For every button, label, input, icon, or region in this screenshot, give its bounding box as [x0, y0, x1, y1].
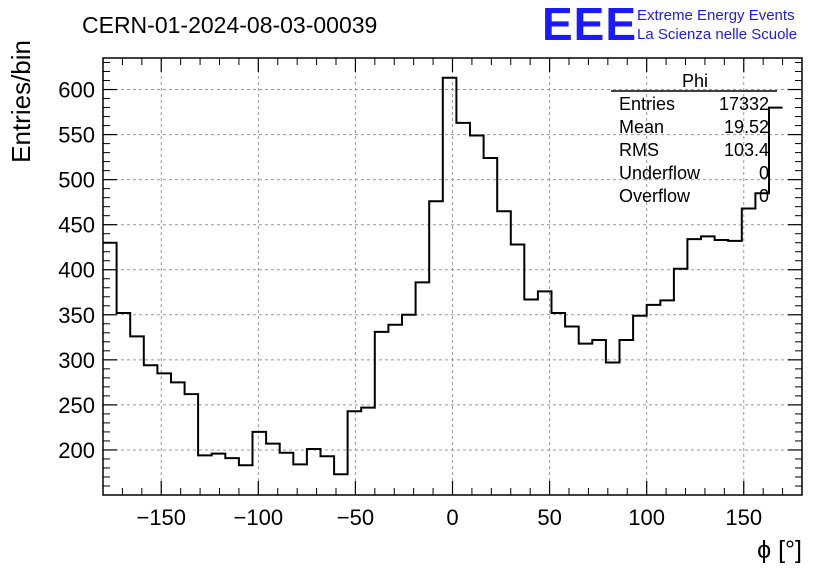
- eee-logo: EEE Extreme Energy Events La Scienza nel…: [542, 0, 797, 50]
- y-tick-label: 300: [58, 348, 95, 373]
- stats-row-label: Mean: [619, 117, 664, 137]
- stats-row-value: 103.4: [724, 140, 769, 160]
- x-tick-label: −50: [337, 505, 374, 530]
- x-axis-title: ϕ [°]: [757, 536, 802, 564]
- stats-row-label: Underflow: [619, 163, 701, 183]
- stats-row-label: Overflow: [619, 186, 691, 206]
- y-axis-title: Entries/bin: [6, 40, 36, 163]
- plot-frame: [102, 57, 803, 496]
- x-tick-label: 100: [628, 505, 665, 530]
- y-tick-label: 600: [58, 78, 95, 103]
- axis-ticks: [103, 58, 802, 495]
- stats-row-value: 19.52: [724, 117, 769, 137]
- y-tick-label: 400: [58, 258, 95, 283]
- eee-logo-mark: EEE: [542, 0, 637, 50]
- chart-title: CERN-01-2024-08-03-00039: [82, 12, 377, 38]
- stats-row-label: RMS: [619, 140, 659, 160]
- x-tick-label: 50: [537, 505, 561, 530]
- stats-row-value: 0: [759, 163, 769, 183]
- histogram-line: [103, 76, 783, 476]
- x-tick-label: −150: [136, 505, 186, 530]
- y-tick-labels: 200 250 300 350 400 450 500 550 600: [58, 78, 95, 463]
- stats-row-value: 17332: [719, 94, 769, 114]
- stats-box: Phi Entries 17332 Mean 19.52 RMS 103.4 Underfl…: [611, 71, 777, 206]
- stats-row-value: 0: [759, 186, 769, 206]
- y-tick-label: 500: [58, 168, 95, 193]
- y-tick-label: 200: [58, 438, 95, 463]
- eee-logo-line2: La Scienza nelle Scuole: [637, 26, 797, 43]
- stats-box-title: Phi: [682, 71, 708, 91]
- x-tick-label: −100: [234, 505, 284, 530]
- grid-lines: [103, 58, 802, 495]
- y-tick-label: 350: [58, 303, 95, 328]
- y-tick-label: 250: [58, 393, 95, 418]
- x-tick-label: 0: [446, 505, 458, 530]
- x-tick-label: 150: [725, 505, 762, 530]
- stats-row-label: Entries: [619, 94, 675, 114]
- y-tick-label: 550: [58, 123, 95, 148]
- eee-logo-line1: Extreme Energy Events: [637, 7, 795, 24]
- x-tick-labels: −150 −100 −50 0 50 100 150: [136, 505, 762, 530]
- y-tick-label: 450: [58, 213, 95, 238]
